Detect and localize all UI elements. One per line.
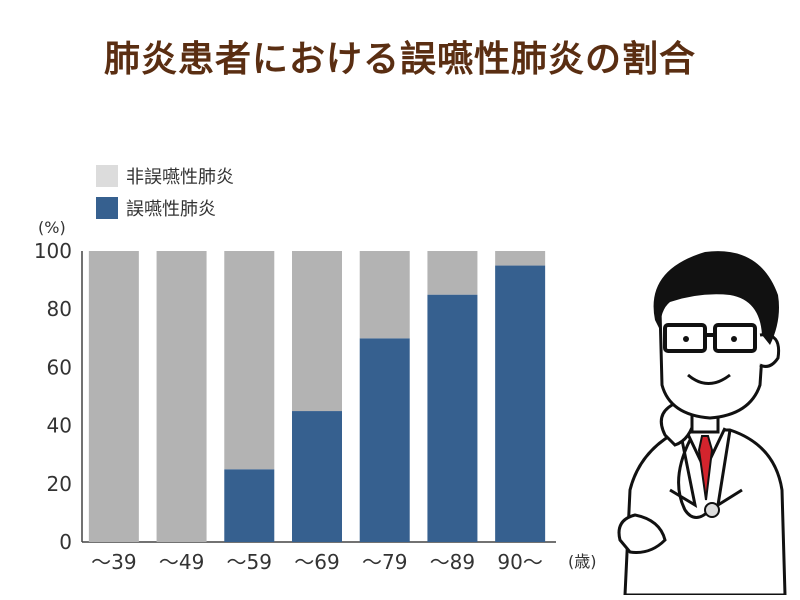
bar-segment-non-aspiration	[224, 251, 275, 470]
y-unit-label: (%)	[38, 218, 66, 237]
x-tick-label: 〜59	[227, 550, 272, 574]
bar-segment-non-aspiration	[292, 251, 342, 412]
legend-label-non-aspiration: 非誤嚥性肺炎	[126, 167, 234, 188]
bar-segment-non-aspiration	[495, 251, 546, 266]
x-unit-label: (歳)	[568, 552, 597, 571]
bar-segment-aspiration	[495, 265, 546, 542]
legend-item-non-aspiration: 非誤嚥性肺炎	[96, 160, 234, 192]
page-title: 肺炎患者における誤嚥性肺炎の割合	[103, 39, 696, 80]
y-tick-label: 100	[34, 239, 72, 263]
bar-segment-aspiration	[224, 469, 275, 542]
doctor-illustration	[617, 251, 787, 595]
legend: 非誤嚥性肺炎 誤嚥性肺炎	[96, 160, 234, 224]
x-tick-label: 〜69	[294, 550, 339, 574]
bar-segment-aspiration	[292, 411, 342, 542]
legend-label-aspiration: 誤嚥性肺炎	[126, 199, 216, 220]
stacked-bar-chart: 0 20 40 60 80 100 (%) 〜39 〜49 〜59 〜69 〜79 〜89 90〜 (歳)	[34, 218, 597, 574]
y-tick-label: 80	[47, 297, 72, 321]
y-tick-label: 60	[47, 355, 72, 379]
bar-segment-non-aspiration	[359, 251, 410, 339]
bar-segment-non-aspiration	[156, 251, 207, 542]
legend-swatch-aspiration	[96, 197, 118, 219]
bar-segment-non-aspiration	[88, 251, 139, 542]
x-tick-label: 〜79	[362, 550, 407, 574]
y-tick-label: 40	[47, 414, 72, 438]
x-tick-label: 〜49	[159, 550, 204, 574]
legend-item-aspiration: 誤嚥性肺炎	[96, 192, 234, 224]
bar-segment-aspiration	[359, 338, 410, 542]
x-tick-label: 〜39	[91, 550, 136, 574]
bar-segment-non-aspiration	[427, 251, 478, 295]
bar-segment-aspiration	[427, 294, 478, 542]
y-tick-label: 20	[47, 472, 72, 496]
x-tick-label: 〜89	[430, 550, 475, 574]
legend-swatch-non-aspiration	[96, 165, 118, 187]
y-tick-label: 0	[59, 530, 72, 554]
x-tick-label: 90〜	[497, 550, 542, 574]
